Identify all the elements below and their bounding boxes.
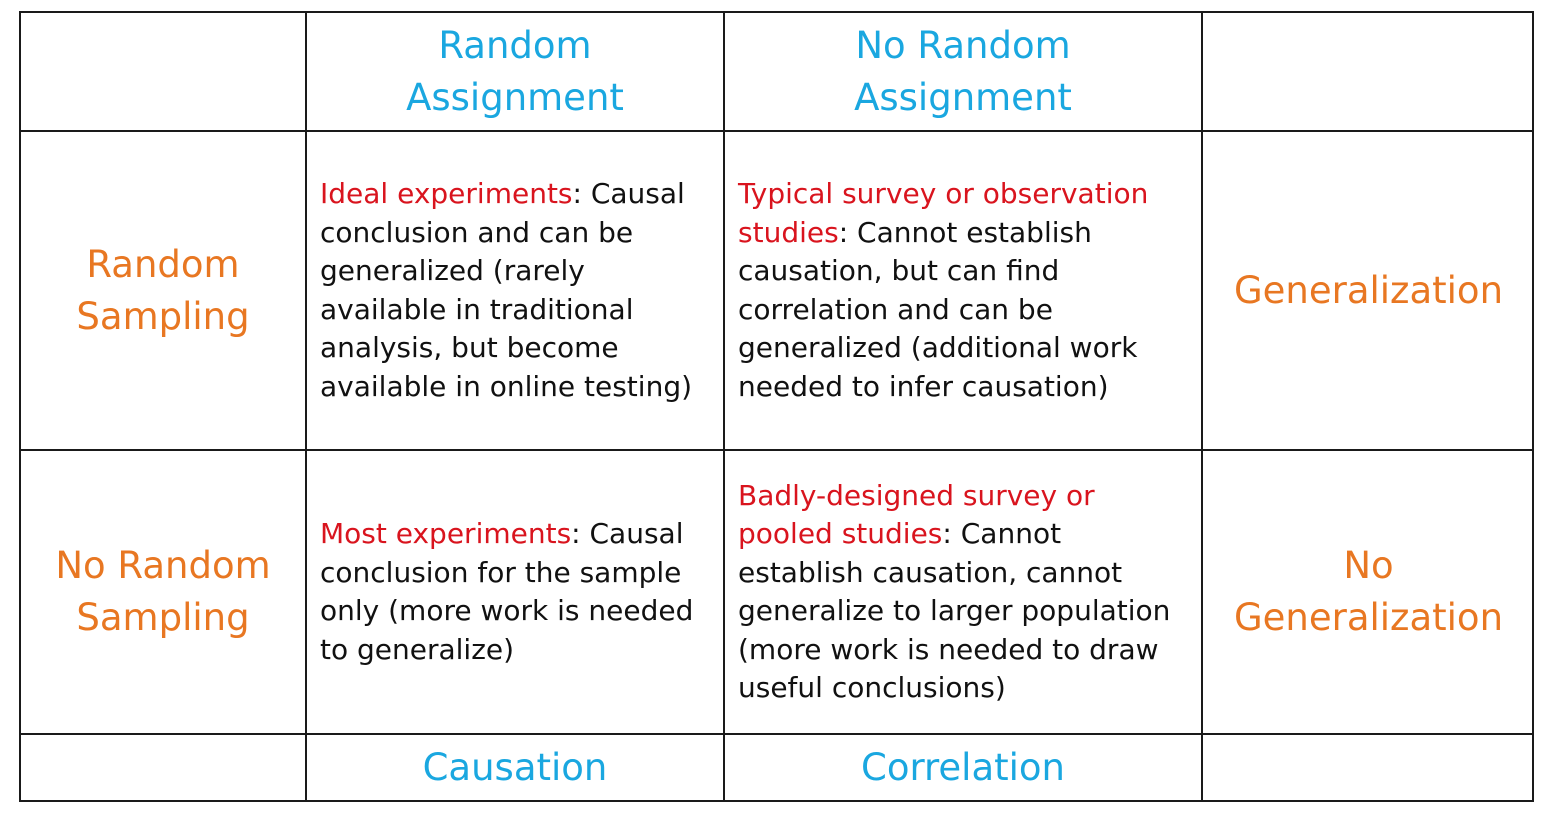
outcome-no-generalization: No Generalization [1203, 451, 1534, 733]
cell-badly-designed-survey: Badly-designed survey or pooled studies:… [725, 451, 1201, 733]
cell-highlight: Badly-designed survey or pooled studies [738, 478, 1095, 551]
cell-ideal-experiments: Ideal experiments: Causal conclusion and… [307, 132, 723, 449]
cell-highlight: Typical survey or observation studies [738, 177, 1149, 249]
study-design-table: Random Assignment No Random Assignment R… [19, 11, 1534, 802]
header-line: Assignment [854, 75, 1072, 119]
cell-highlight: Most experiments [320, 517, 572, 550]
footer-correlation: Correlation [725, 735, 1201, 800]
outcome-line: No [1343, 544, 1394, 587]
header-random-assignment: Random Assignment [307, 13, 723, 130]
column-divider [305, 13, 307, 800]
outcome-line: Generalization [1233, 268, 1504, 312]
footer-causation: Causation [307, 735, 723, 800]
header-no-random-assignment: No Random Assignment [725, 13, 1201, 130]
outcome-generalization: Generalization [1203, 132, 1534, 449]
footer-label: Causation [422, 745, 608, 789]
row-divider [21, 449, 1532, 451]
column-divider [723, 13, 725, 800]
row-label-line: Sampling [76, 596, 250, 639]
cell-typical-survey: Typical survey or observation studies: C… [725, 132, 1201, 449]
row-divider [21, 733, 1532, 735]
header-line: No Random [855, 23, 1071, 67]
header-line: Assignment [406, 75, 624, 119]
row-label-line: No Random [55, 544, 271, 587]
row-label-line: Random [86, 242, 240, 286]
cell-text: : Cannot establish causation, but can fi… [738, 215, 1138, 403]
outcome-line: Generalization [1233, 596, 1504, 639]
row-label-line: Sampling [76, 294, 250, 338]
cell-most-experiments: Most experiments: Causal conclusion for … [307, 451, 723, 733]
header-line: Random [438, 23, 592, 67]
cell-text: : Causal conclusion and can be generaliz… [320, 177, 693, 403]
cell-text: : Causal conclusion for the sample only … [320, 517, 694, 666]
footer-label: Correlation [860, 745, 1066, 789]
cell-text: : Cannot establish causation, cannot gen… [738, 517, 1171, 704]
column-divider [1201, 13, 1203, 800]
row-label-random-sampling: Random Sampling [21, 132, 305, 449]
row-divider [21, 130, 1532, 132]
cell-highlight: Ideal experiments [320, 177, 573, 210]
row-label-no-random-sampling: No Random Sampling [21, 451, 305, 733]
